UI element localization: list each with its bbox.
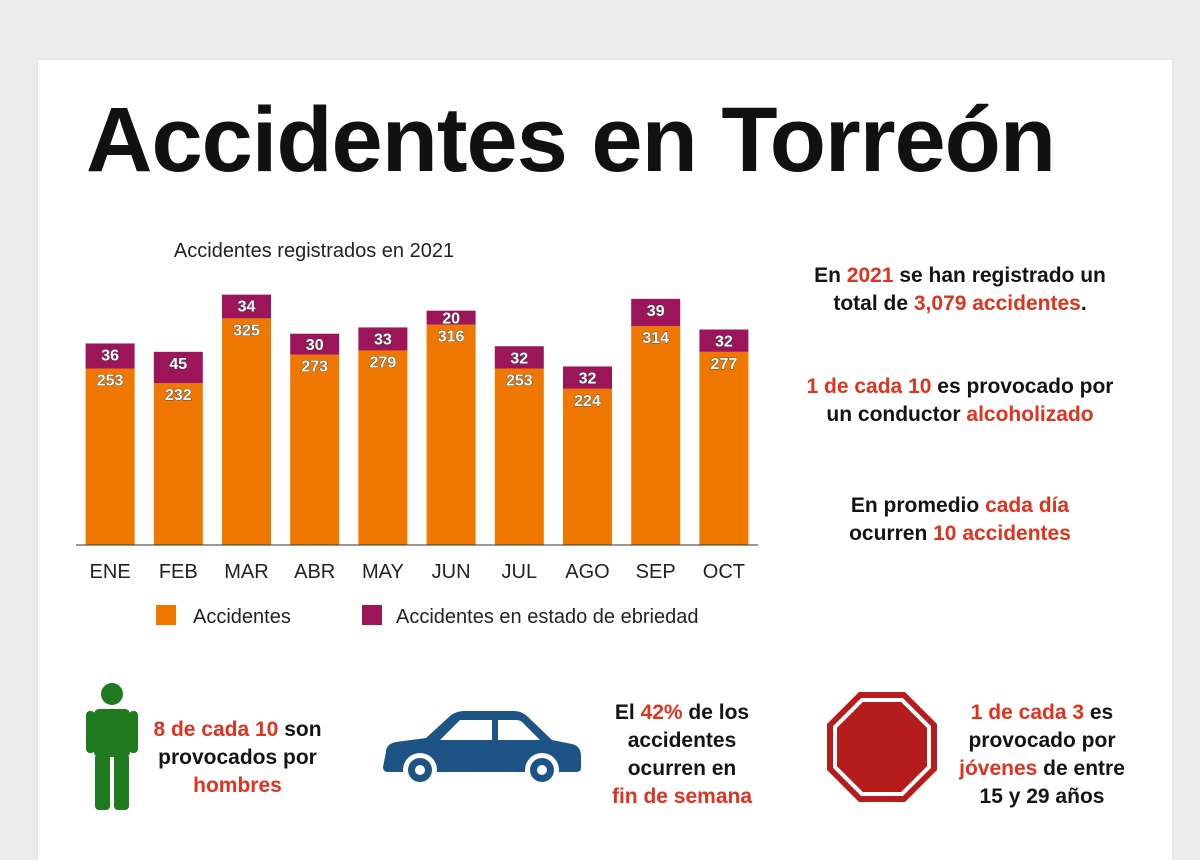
- x-tick-label-ene: ENE: [90, 561, 131, 583]
- stat-alcohol: 1 de cada 10 es provocado por un conduct…: [806, 375, 1114, 426]
- data-label-ebriedad-jul: 32: [510, 350, 528, 367]
- bar-ebriedad-jun: [426, 310, 476, 325]
- data-label-ebriedad-mar: 34: [238, 299, 256, 316]
- bar-ebriedad-jul: [494, 346, 544, 369]
- data-label-accidentes-sep: 314: [642, 330, 669, 347]
- bar-accidentes-jul: [494, 368, 544, 545]
- bar-accidentes-may: [358, 350, 408, 545]
- bar-ebriedad-feb: [153, 351, 203, 384]
- data-label-accidentes-oct: 277: [711, 356, 738, 373]
- data-label-ebriedad-feb: 45: [169, 356, 187, 373]
- stat-daily: En promedio cada día ocurren 10 accident…: [849, 494, 1071, 545]
- data-label-ebriedad-oct: 32: [715, 334, 733, 351]
- x-tick-label-mar: MAR: [224, 561, 268, 583]
- stop-sign-icon: [827, 692, 937, 802]
- data-label-accidentes-may: 279: [370, 354, 397, 371]
- bar-accidentes-ago: [563, 388, 612, 545]
- data-label-accidentes-jun: 316: [438, 329, 465, 346]
- bar-accidentes-mar: [222, 318, 271, 545]
- bar-ebriedad-oct: [699, 329, 749, 352]
- bar-accidentes-abr: [290, 354, 340, 545]
- x-tick-label-abr: ABR: [294, 561, 335, 583]
- data-label-accidentes-feb: 232: [165, 387, 192, 404]
- x-tick-label-sep: SEP: [636, 561, 676, 583]
- bar-ebriedad-abr: [290, 333, 340, 355]
- car-icon: [383, 711, 581, 786]
- data-label-ebriedad-ene: 36: [101, 347, 119, 364]
- person-icon: [86, 683, 138, 810]
- data-label-accidentes-mar: 325: [233, 322, 260, 339]
- chart-title: Accidentes registrados en 2021: [174, 240, 454, 262]
- bar-ebriedad-may: [358, 327, 408, 351]
- bar-accidentes-sep: [631, 326, 681, 545]
- stat-total: En 2021 se han registrado un total de 3,…: [814, 264, 1106, 315]
- data-label-accidentes-ene: 253: [97, 373, 124, 390]
- x-tick-label-oct: OCT: [703, 561, 745, 583]
- data-label-ebriedad-may: 33: [374, 331, 392, 348]
- bar-accidentes-ene: [85, 368, 135, 545]
- stat-men: 8 de cada 10 son provocados por hombres: [153, 718, 322, 797]
- data-label-ebriedad-ago: 32: [579, 370, 597, 387]
- bar-accidentes-oct: [699, 351, 749, 545]
- bar-ebriedad-sep: [631, 298, 681, 327]
- page-title: Accidentes en Torreón: [86, 89, 1056, 191]
- bar-accidentes-feb: [153, 383, 203, 545]
- bar-ebriedad-mar: [222, 294, 271, 319]
- stat-youth: 1 de cada 3 es provocado por jóvenes de …: [959, 701, 1125, 808]
- x-tick-label-jun: JUN: [432, 561, 471, 583]
- data-label-ebriedad-jun: 20: [442, 311, 460, 328]
- data-label-accidentes-ago: 224: [574, 393, 601, 410]
- bar-ebriedad-ago: [563, 366, 612, 389]
- data-label-accidentes-jul: 253: [506, 373, 533, 390]
- data-label-ebriedad-abr: 30: [306, 337, 324, 354]
- legend-label-ebriedad: Accidentes en estado de ebriedad: [396, 606, 698, 628]
- data-label-accidentes-abr: 273: [301, 359, 328, 376]
- x-tick-label-ago: AGO: [565, 561, 609, 583]
- data-label-ebriedad-sep: 39: [647, 303, 665, 320]
- legend-swatch-accidentes: [156, 605, 176, 625]
- bar-chart: Accidentes registrados en 2021 253 36 ENE 23…: [76, 240, 758, 628]
- x-tick-label-jul: JUL: [502, 561, 538, 583]
- x-tick-label-may: MAY: [362, 561, 404, 583]
- bar-accidentes-jun: [426, 324, 476, 545]
- x-tick-label-feb: FEB: [159, 561, 198, 583]
- legend-label-accidentes: Accidentes: [193, 606, 291, 628]
- stat-weekend: El 42% de los accidentes ocurren en fin …: [611, 701, 753, 808]
- legend-swatch-ebriedad: [362, 605, 382, 625]
- bar-ebriedad-ene: [85, 343, 135, 369]
